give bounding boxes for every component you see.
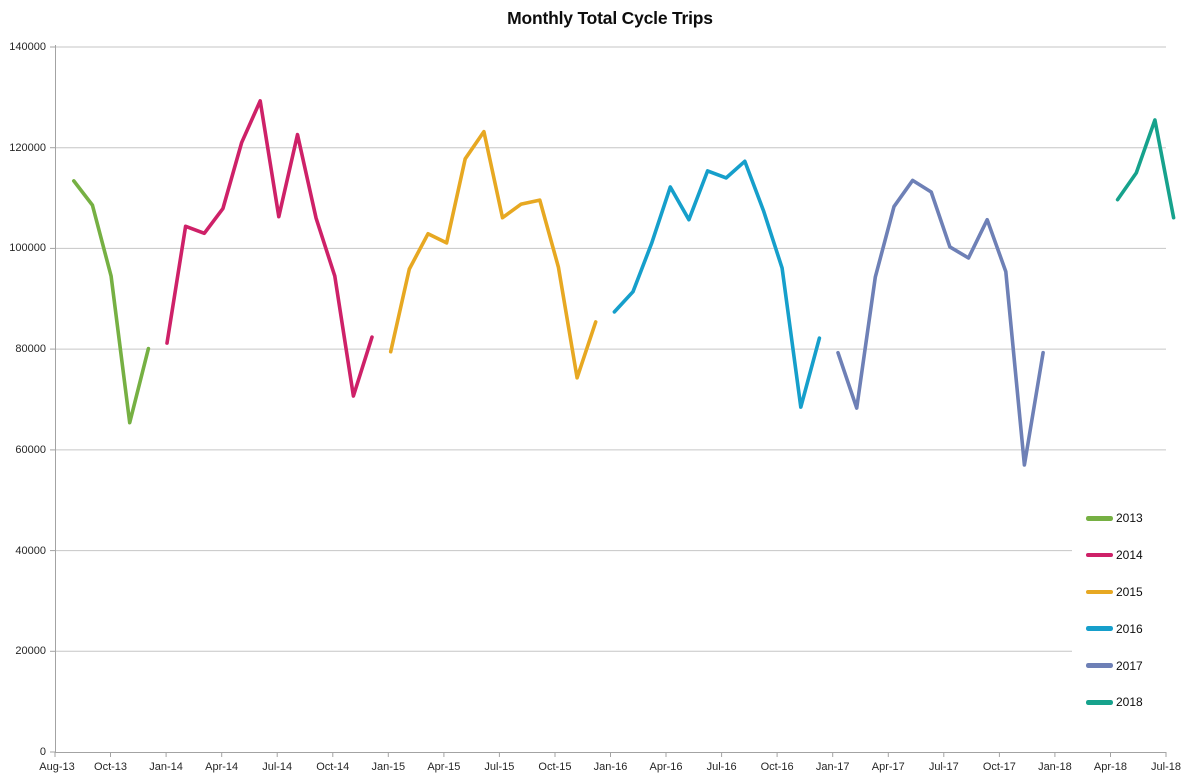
x-axis-tick-label: Jul-16	[706, 761, 737, 773]
legend-item-2014: 2014	[1072, 537, 1166, 574]
legend-label: 2016	[1116, 621, 1143, 636]
x-axis-tick-label: Aug-13	[39, 761, 75, 773]
legend-item-2017: 2017	[1072, 647, 1166, 684]
y-axis-tick-label: 120000	[9, 141, 46, 154]
x-axis-tick-label: Jul-17	[928, 761, 959, 773]
legend-label: 2018	[1116, 695, 1143, 710]
legend-item-2016: 2016	[1072, 610, 1166, 647]
x-axis-tick-label: Oct-13	[94, 761, 128, 773]
x-axis-tick-label: Oct-14	[316, 761, 350, 773]
chart-title: Monthly Total Cycle Trips	[507, 8, 713, 28]
x-axis-tick-label: Jan-14	[149, 761, 183, 773]
x-axis-tick-label: Jan-16	[593, 761, 628, 773]
legend-label: 2013	[1116, 511, 1143, 526]
y-axis-tick-label: 80000	[15, 343, 46, 356]
y-axis-tick-label: 0	[39, 746, 46, 758]
legend-item-2018: 2018	[1072, 684, 1166, 721]
x-axis-tick-label: Jul-15	[484, 761, 515, 773]
legend-item-2015: 2015	[1072, 574, 1166, 611]
x-axis-tick-label: Apr-14	[205, 761, 239, 773]
legend-item-2013: 2013	[1072, 500, 1166, 537]
x-axis-tick-label: Apr-18	[1093, 761, 1127, 773]
legend-label: 2014	[1116, 548, 1143, 563]
x-axis-tick-label: Jul-14	[262, 761, 293, 773]
x-axis-tick-label: Apr-16	[649, 761, 683, 773]
x-axis-tick-label: Oct-16	[760, 761, 794, 773]
legend-line-marker-icon	[1086, 626, 1113, 632]
legend-label: 2015	[1116, 584, 1143, 599]
legend-line-marker-icon	[1086, 516, 1113, 521]
legend-line-marker-icon	[1086, 663, 1113, 668]
x-axis-tick-label: Jan-18	[1038, 761, 1072, 773]
x-axis-tick-label: Jul-18	[1151, 761, 1181, 773]
x-axis-tick-label: Apr-17	[871, 761, 905, 773]
y-axis-tick-label: 60000	[15, 443, 46, 456]
x-axis-tick-label: Apr-15	[427, 761, 461, 773]
x-axis-tick-label: Jan-15	[371, 761, 406, 773]
legend-line-marker-icon	[1086, 700, 1113, 705]
x-axis-tick-label: Oct-15	[538, 761, 572, 773]
x-axis-tick-label: Jan-17	[815, 761, 850, 773]
legend-line-marker-icon	[1086, 552, 1113, 558]
legend: 2013 2014 2015 2016 2017 2018	[1072, 500, 1166, 721]
x-axis-tick-label: Oct-17	[982, 761, 1016, 773]
y-axis-tick-label: 140000	[9, 41, 46, 53]
legend-line-marker-icon	[1086, 589, 1113, 595]
legend-label: 2017	[1116, 658, 1143, 673]
y-axis-tick-label: 20000	[15, 645, 46, 658]
y-axis-tick-label: 40000	[15, 544, 46, 557]
y-axis-tick-label: 100000	[9, 242, 46, 255]
